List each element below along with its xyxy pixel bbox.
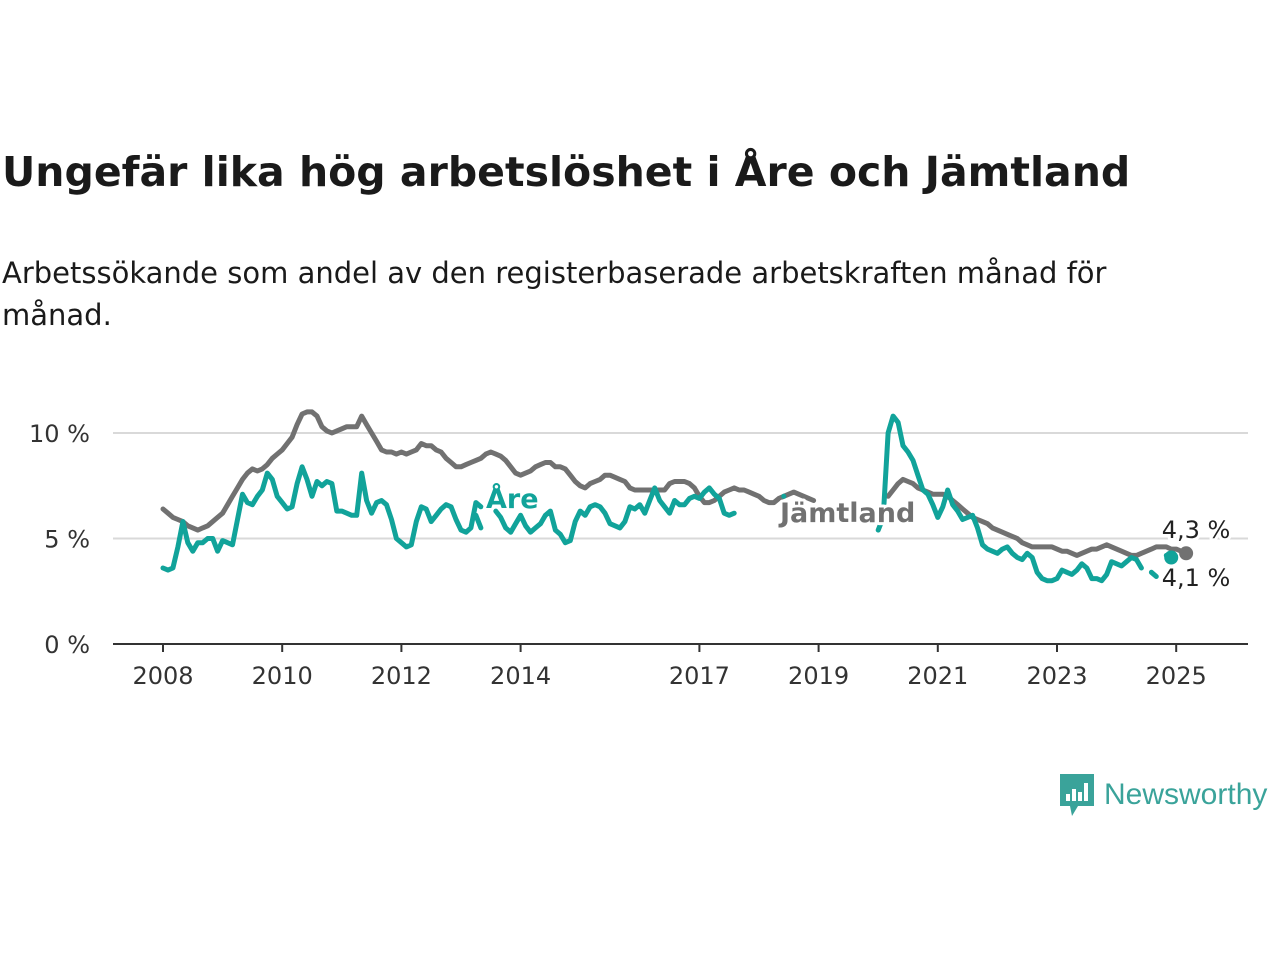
end-label-jamtland: 4,3 % [1162,516,1231,544]
y-tick-label: 5 % [44,526,90,554]
series-lines [160,409,1189,584]
x-tick-label: 2017 [669,662,730,690]
x-tick-label: 2012 [371,662,432,690]
label-halo: Åre [486,483,539,515]
y-tick-label: 0 % [44,631,90,659]
end-point-jamtland [1179,546,1194,561]
label-halo: 4,1 % [1162,564,1231,592]
line-chart: 0 %5 %10 % 2008 2010 2012 2014 2017 2019 2021 2… [29,409,1248,690]
end-point-are [1164,550,1179,565]
label-halo: Jämtland [778,498,915,529]
chart-subtitle: Arbetssökande som andel av den registerb… [2,256,1107,332]
y-axis-ticks: 0 % 5 % 10 % [29,420,90,659]
brand-name: Newsworthy [1104,778,1268,811]
gridlines [113,432,1248,645]
series-line-jamtland [160,409,817,533]
x-tick-label: 2014 [490,662,551,690]
series-line-are [493,485,737,546]
x-tick-label: 2008 [132,662,193,690]
label-halo: 4,3 % [1162,516,1231,544]
chart-logo-icon [1060,774,1094,816]
x-tick-label: 2023 [1026,662,1087,690]
end-label-are: 4,1 % [1162,564,1231,592]
x-tick-label: 2010 [252,662,313,690]
brand-logo: Newsworthy [1058,772,1267,818]
series-line-are [1148,569,1159,579]
series-label-jamtland: Jämtland [778,498,915,529]
x-tick-label: 2025 [1146,662,1207,690]
chart-title: Ungefär lika hög arbetslöshet i Åre och … [2,148,1131,196]
series-point [781,493,787,499]
x-axis-ticks: 2008 2010 2012 2014 2017 2019 2021 2023 2025 [132,644,1207,690]
series-line-are [875,413,1144,584]
series-label-are: Åre [486,483,539,515]
series-line-jamtland [885,476,1189,558]
y-tick-label: 10 % [29,420,90,448]
x-tick-label: 2021 [907,662,968,690]
series-line-are [160,464,484,573]
series-line-are [473,512,484,531]
x-tick-label: 2019 [788,662,849,690]
